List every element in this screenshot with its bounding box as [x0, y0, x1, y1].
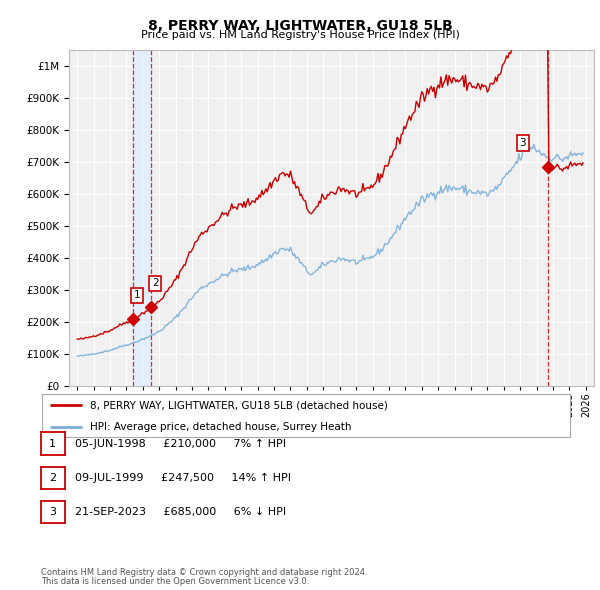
Text: 2: 2	[49, 473, 56, 483]
Text: Price paid vs. HM Land Registry's House Price Index (HPI): Price paid vs. HM Land Registry's House …	[140, 30, 460, 40]
Text: This data is licensed under the Open Government Licence v3.0.: This data is licensed under the Open Gov…	[41, 578, 309, 586]
Bar	[133, 50, 151, 386]
Text: 8, PERRY WAY, LIGHTWATER, GU18 5LB (detached house): 8, PERRY WAY, LIGHTWATER, GU18 5LB (deta…	[89, 400, 388, 410]
Text: Contains HM Land Registry data © Crown copyright and database right 2024.: Contains HM Land Registry data © Crown c…	[41, 568, 367, 577]
Text: 1: 1	[49, 439, 56, 448]
Text: 3: 3	[49, 507, 56, 517]
Text: HPI: Average price, detached house, Surrey Heath: HPI: Average price, detached house, Surr…	[89, 422, 351, 432]
Text: 3: 3	[520, 138, 526, 148]
Text: 2: 2	[152, 278, 158, 288]
Text: 8, PERRY WAY, LIGHTWATER, GU18 5LB: 8, PERRY WAY, LIGHTWATER, GU18 5LB	[148, 19, 452, 33]
Text: 21-SEP-2023     £685,000     6% ↓ HPI: 21-SEP-2023 £685,000 6% ↓ HPI	[75, 507, 286, 517]
Text: 1: 1	[134, 290, 140, 300]
Text: 09-JUL-1999     £247,500     14% ↑ HPI: 09-JUL-1999 £247,500 14% ↑ HPI	[75, 473, 291, 483]
Text: 05-JUN-1998     £210,000     7% ↑ HPI: 05-JUN-1998 £210,000 7% ↑ HPI	[75, 438, 286, 449]
